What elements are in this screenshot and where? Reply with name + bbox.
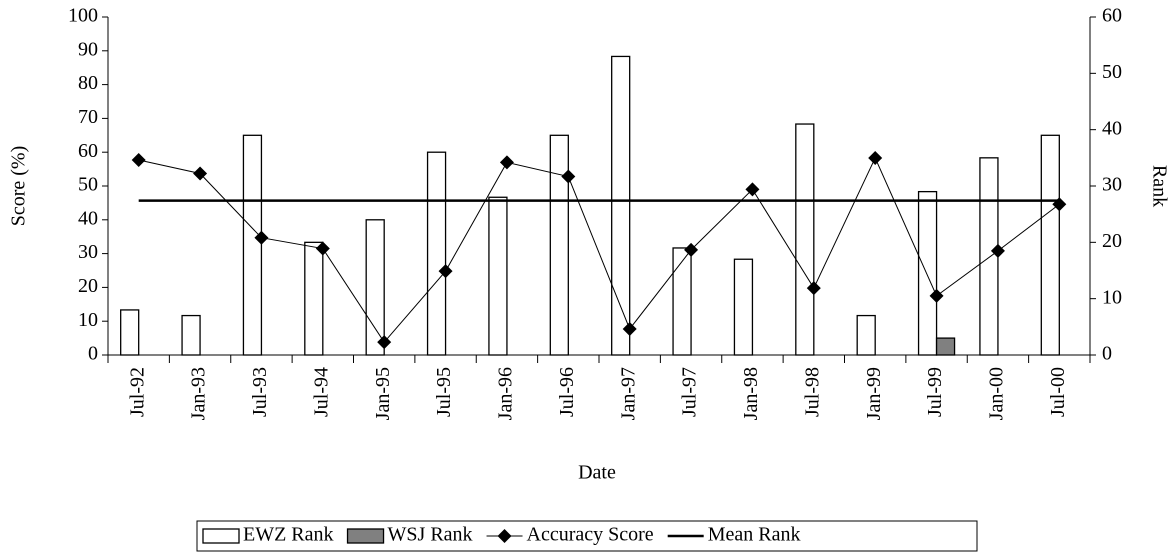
y-tick-label: 90 bbox=[78, 38, 98, 60]
bar bbox=[181, 314, 201, 356]
y2-tick-label: 0 bbox=[1102, 343, 1112, 365]
legend-label: Mean Rank bbox=[708, 524, 801, 546]
bar bbox=[856, 314, 876, 356]
legend-swatch bbox=[202, 528, 240, 544]
legend-swatch bbox=[346, 528, 385, 544]
marker bbox=[745, 182, 760, 197]
bar bbox=[672, 247, 692, 356]
x-tick-label: Jan-96 bbox=[495, 367, 517, 420]
marker bbox=[622, 321, 637, 336]
legend-box bbox=[196, 520, 978, 552]
marker bbox=[377, 335, 392, 350]
marker bbox=[929, 288, 944, 303]
x-tick-label: Jan-97 bbox=[617, 367, 639, 420]
legend-marker bbox=[497, 529, 512, 543]
x-tick-label: Jul-98 bbox=[801, 367, 823, 417]
x-tick-label: Jan-00 bbox=[986, 367, 1008, 420]
marker bbox=[684, 242, 699, 257]
marker bbox=[193, 166, 208, 181]
x-tick-label: Jul-99 bbox=[924, 367, 946, 417]
x-tick-label: Jan-95 bbox=[372, 367, 394, 420]
y-tick-label: 70 bbox=[78, 106, 98, 128]
marker bbox=[868, 150, 883, 165]
bar bbox=[917, 190, 938, 356]
y-tick-label: 60 bbox=[78, 140, 98, 162]
bar bbox=[935, 337, 956, 356]
y-tick-label: 40 bbox=[78, 207, 98, 229]
y-tick-label: 80 bbox=[78, 72, 98, 94]
x-axis-title: Date bbox=[578, 462, 616, 484]
marker bbox=[131, 152, 146, 167]
bar bbox=[733, 258, 754, 356]
bar bbox=[611, 55, 631, 356]
y-tick-label: 50 bbox=[78, 174, 98, 196]
x-tick-label: Jul-95 bbox=[433, 367, 455, 417]
legend-label: WSJ Rank bbox=[388, 524, 473, 546]
bar bbox=[1040, 134, 1060, 356]
bar bbox=[304, 241, 324, 356]
bar bbox=[426, 151, 447, 356]
y-tick-label: 100 bbox=[68, 5, 98, 27]
bar bbox=[979, 157, 999, 356]
y2-tick-label: 10 bbox=[1102, 286, 1122, 308]
marker bbox=[499, 155, 514, 170]
bar bbox=[549, 134, 569, 356]
y2-tick-label: 40 bbox=[1102, 117, 1122, 139]
y-tick-label: 10 bbox=[78, 309, 98, 331]
y2-tick-label: 60 bbox=[1102, 5, 1122, 27]
x-tick-label: Jan-93 bbox=[188, 367, 210, 420]
y2-tick-label: 50 bbox=[1102, 61, 1122, 83]
x-tick-label: Jan-98 bbox=[740, 367, 762, 420]
bar bbox=[365, 219, 385, 356]
x-tick-label: Jul-92 bbox=[126, 367, 148, 417]
line bbox=[138, 156, 1060, 343]
marker bbox=[254, 230, 269, 245]
y-tick-label: 20 bbox=[78, 275, 98, 297]
x-tick-label: Jan-99 bbox=[863, 367, 885, 420]
marker bbox=[990, 243, 1005, 258]
y2-tick-label: 30 bbox=[1102, 174, 1122, 196]
marker bbox=[561, 169, 576, 184]
x-tick-label: Jul-97 bbox=[679, 367, 701, 417]
marker bbox=[438, 264, 453, 279]
bar bbox=[242, 134, 263, 356]
legend-label: Accuracy Score bbox=[527, 524, 654, 546]
marker bbox=[315, 241, 330, 256]
y2-tick-label: 20 bbox=[1102, 230, 1122, 252]
bar bbox=[488, 196, 508, 356]
bar bbox=[120, 309, 140, 356]
x-tick-label: Jul-96 bbox=[556, 367, 578, 417]
marker bbox=[806, 281, 821, 296]
y-tick-label: 30 bbox=[78, 241, 98, 263]
y2-axis-title: Rank bbox=[1148, 165, 1170, 207]
x-tick-label: Jul-94 bbox=[310, 367, 332, 417]
legend-label: EWZ Rank bbox=[243, 524, 334, 546]
y-axis-title: Score (%) bbox=[8, 146, 30, 227]
bar bbox=[795, 123, 815, 356]
x-tick-label: Jul-93 bbox=[249, 367, 271, 417]
x-tick-label: Jul-00 bbox=[1047, 367, 1069, 417]
y-tick-label: 0 bbox=[88, 343, 98, 365]
